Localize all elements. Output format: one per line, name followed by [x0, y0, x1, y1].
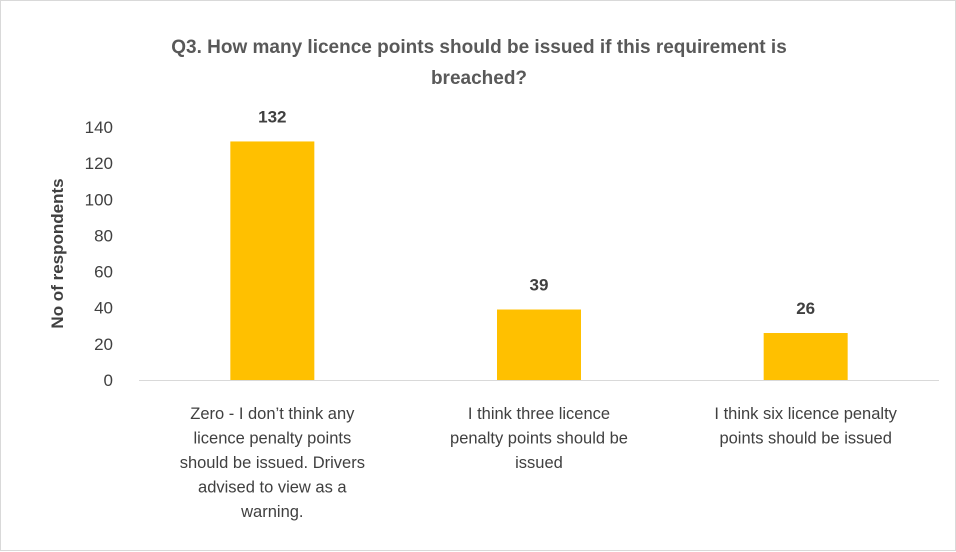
data-label: 39 [530, 276, 549, 295]
data-label: 132 [258, 107, 286, 126]
chart-title-line: breached? [431, 68, 527, 89]
category-label-line: licence penalty points [193, 430, 351, 448]
category-labels: Zero - I don’t think any licence penalty … [180, 405, 898, 521]
bar [497, 309, 581, 380]
bar [230, 141, 315, 380]
y-tick-label: 60 [94, 263, 113, 282]
bar [763, 333, 848, 380]
data-label: 26 [796, 299, 815, 318]
category-label-line: penalty points should be [450, 430, 628, 448]
category-label: I think three licence penalty points shou… [450, 405, 628, 472]
y-axis-title: No of respondents [48, 178, 67, 328]
y-axis-label: No of respondents [48, 178, 67, 328]
y-axis-ticks: 0 20 40 60 80 100 120 140 [85, 118, 113, 390]
category-label-line: points should be issued [719, 430, 891, 448]
y-tick-label: 40 [94, 299, 113, 318]
chart-title: Q3. How many licence points should be is… [171, 37, 787, 89]
category-label-line: should be issued. Drivers [180, 454, 365, 472]
y-tick-label: 120 [85, 154, 113, 173]
category-label-line: Zero - I don’t think any [190, 405, 355, 423]
chart-title-line: Q3. How many licence points should be is… [171, 37, 787, 58]
category-label-line: advised to view as a [198, 479, 347, 497]
data-labels: 132 39 26 [258, 107, 815, 318]
y-tick-label: 100 [85, 190, 113, 209]
category-label-line: I think three licence [468, 405, 610, 423]
bars [230, 141, 848, 380]
y-tick-label: 20 [94, 335, 113, 354]
category-label: I think six licence penalty points should… [714, 405, 897, 448]
y-tick-label: 80 [94, 226, 113, 245]
category-label-line: warning. [240, 503, 303, 521]
y-tick-label: 140 [85, 118, 113, 137]
category-label: Zero - I don’t think any licence penalty … [180, 405, 365, 521]
category-label-line: I think six licence penalty [714, 405, 897, 423]
category-label-line: issued [515, 454, 563, 472]
y-tick-label: 0 [104, 371, 113, 390]
